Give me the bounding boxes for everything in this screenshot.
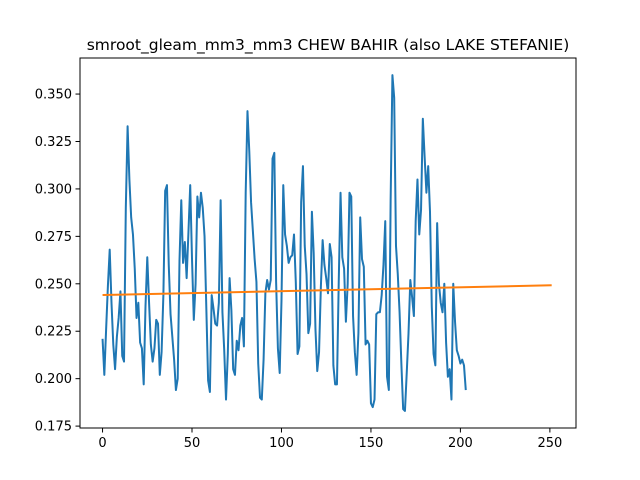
x-tick-label: 100 [269, 436, 294, 451]
y-tick-label: 0.325 [35, 135, 72, 150]
chart-title: smroot_gleam_mm3_mm3 CHEW BAHIR (also LA… [87, 36, 570, 55]
y-tick-label: 0.225 [35, 325, 72, 340]
x-tick-label: 0 [98, 436, 106, 451]
y-tick-label: 0.350 [35, 88, 72, 103]
y-tick-label: 0.300 [35, 182, 72, 197]
series-line-0 [101, 74, 467, 412]
y-tick-label: 0.200 [35, 372, 72, 387]
plot-frame [79, 57, 577, 429]
x-tick-label: 250 [537, 436, 562, 451]
y-tick-label: 0.250 [35, 277, 72, 292]
y-tick-label: 0.275 [35, 230, 72, 245]
y-tick-label: 0.175 [35, 420, 72, 435]
x-tick-label: 150 [359, 436, 384, 451]
x-tick-label: 50 [184, 436, 201, 451]
x-tick-label: 200 [448, 436, 473, 451]
series-line-1 [102, 284, 552, 296]
